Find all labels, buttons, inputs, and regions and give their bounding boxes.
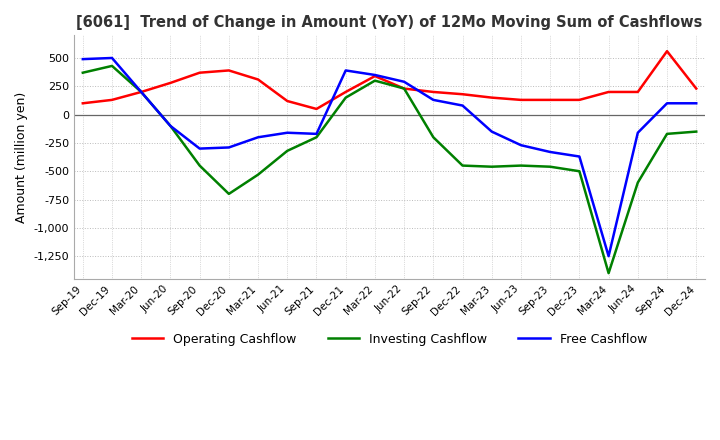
Free Cashflow [253, 135, 262, 140]
Operating Cashflow [546, 97, 554, 103]
Operating Cashflow [662, 48, 671, 54]
Operating Cashflow [400, 86, 408, 91]
Operating Cashflow [283, 99, 292, 104]
Operating Cashflow [108, 97, 117, 103]
Y-axis label: Amount (million yen): Amount (million yen) [15, 92, 28, 223]
Investing Cashflow [371, 78, 379, 83]
Investing Cashflow [78, 70, 87, 75]
Operating Cashflow [634, 89, 642, 95]
Investing Cashflow [253, 172, 262, 177]
Investing Cashflow [634, 180, 642, 185]
Free Cashflow [546, 149, 554, 154]
Investing Cashflow [108, 63, 117, 69]
Line: Investing Cashflow: Investing Cashflow [83, 66, 696, 273]
Line: Free Cashflow: Free Cashflow [83, 58, 696, 256]
Operating Cashflow [371, 73, 379, 79]
Investing Cashflow [283, 148, 292, 154]
Title: [6061]  Trend of Change in Amount (YoY) of 12Mo Moving Sum of Cashflows: [6061] Trend of Change in Amount (YoY) o… [76, 15, 703, 30]
Operating Cashflow [312, 106, 321, 112]
Operating Cashflow [487, 95, 496, 100]
Investing Cashflow [546, 164, 554, 169]
Operating Cashflow [225, 68, 233, 73]
Operating Cashflow [253, 77, 262, 82]
Line: Operating Cashflow: Operating Cashflow [83, 51, 696, 109]
Investing Cashflow [400, 86, 408, 91]
Operating Cashflow [78, 101, 87, 106]
Free Cashflow [341, 68, 350, 73]
Free Cashflow [137, 89, 145, 95]
Investing Cashflow [692, 129, 701, 134]
Investing Cashflow [137, 89, 145, 95]
Operating Cashflow [458, 92, 467, 97]
Free Cashflow [429, 97, 438, 103]
Investing Cashflow [575, 169, 584, 174]
Investing Cashflow [166, 123, 175, 128]
Operating Cashflow [341, 89, 350, 95]
Operating Cashflow [604, 89, 613, 95]
Free Cashflow [195, 146, 204, 151]
Free Cashflow [487, 129, 496, 134]
Operating Cashflow [575, 97, 584, 103]
Free Cashflow [166, 123, 175, 128]
Investing Cashflow [517, 163, 526, 168]
Operating Cashflow [166, 80, 175, 85]
Legend: Operating Cashflow, Investing Cashflow, Free Cashflow: Operating Cashflow, Investing Cashflow, … [127, 327, 652, 351]
Free Cashflow [662, 101, 671, 106]
Investing Cashflow [487, 164, 496, 169]
Free Cashflow [517, 143, 526, 148]
Free Cashflow [312, 131, 321, 136]
Free Cashflow [371, 72, 379, 77]
Free Cashflow [692, 101, 701, 106]
Investing Cashflow [195, 163, 204, 168]
Investing Cashflow [312, 135, 321, 140]
Free Cashflow [634, 130, 642, 136]
Operating Cashflow [137, 89, 145, 95]
Investing Cashflow [604, 271, 613, 276]
Free Cashflow [283, 130, 292, 136]
Free Cashflow [108, 55, 117, 61]
Operating Cashflow [692, 86, 701, 91]
Free Cashflow [604, 253, 613, 259]
Free Cashflow [575, 154, 584, 159]
Operating Cashflow [517, 97, 526, 103]
Investing Cashflow [458, 163, 467, 168]
Free Cashflow [400, 79, 408, 84]
Free Cashflow [78, 56, 87, 62]
Operating Cashflow [195, 70, 204, 75]
Investing Cashflow [225, 191, 233, 197]
Investing Cashflow [341, 95, 350, 100]
Operating Cashflow [429, 89, 438, 95]
Investing Cashflow [662, 131, 671, 136]
Free Cashflow [458, 103, 467, 108]
Free Cashflow [225, 145, 233, 150]
Investing Cashflow [429, 135, 438, 140]
